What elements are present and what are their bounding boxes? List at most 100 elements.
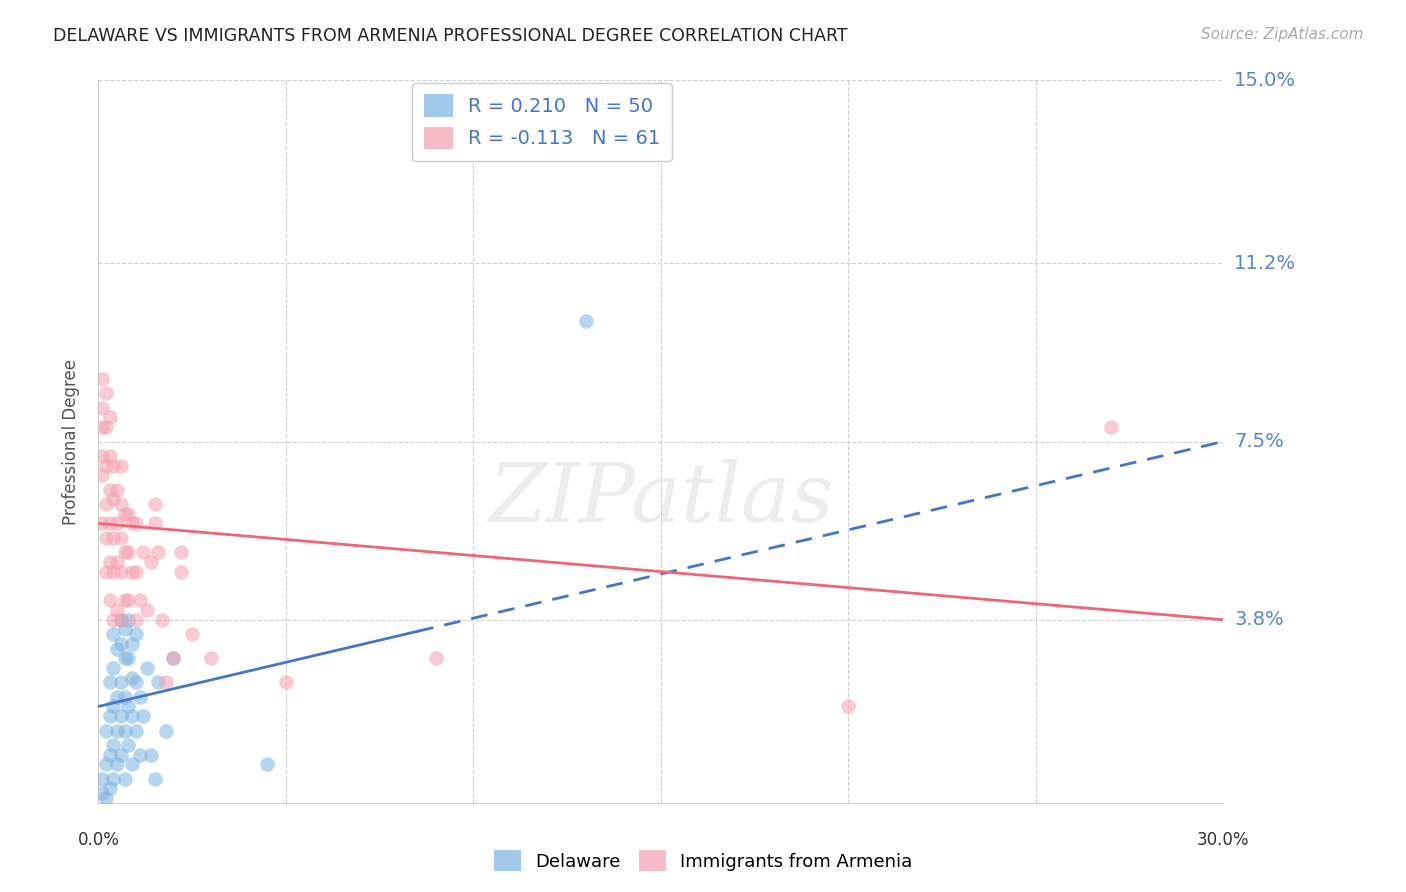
Point <box>121 671 143 685</box>
Point <box>91 401 114 415</box>
Point <box>170 545 193 559</box>
Point <box>136 661 159 675</box>
Point <box>103 531 125 545</box>
Point <box>170 565 193 579</box>
Text: Source: ZipAtlas.com: Source: ZipAtlas.com <box>1201 27 1364 42</box>
Point <box>114 690 136 704</box>
Point <box>181 627 204 641</box>
Point <box>105 641 128 656</box>
Point <box>91 372 114 386</box>
Point <box>103 613 125 627</box>
Point <box>121 709 143 723</box>
Point <box>143 497 166 511</box>
Y-axis label: Professional Degree: Professional Degree <box>62 359 80 524</box>
Point <box>98 516 121 531</box>
Point <box>117 613 139 627</box>
Point <box>91 449 114 463</box>
Point <box>110 747 132 762</box>
Point <box>105 603 128 617</box>
Point <box>91 516 114 531</box>
Text: 3.8%: 3.8% <box>1234 610 1284 629</box>
Point <box>128 690 150 704</box>
Point <box>155 675 177 690</box>
Point <box>103 458 125 473</box>
Point <box>91 420 114 434</box>
Point <box>114 593 136 607</box>
Point <box>94 386 117 401</box>
Point <box>114 651 136 665</box>
Legend: Delaware, Immigrants from Armenia: Delaware, Immigrants from Armenia <box>486 843 920 879</box>
Point <box>125 627 148 641</box>
Point <box>128 747 150 762</box>
Point <box>139 747 162 762</box>
Point <box>121 516 143 531</box>
Point <box>91 468 114 483</box>
Point <box>110 565 132 579</box>
Legend: R = 0.210   N = 50, R = -0.113   N = 61: R = 0.210 N = 50, R = -0.113 N = 61 <box>412 83 672 161</box>
Point <box>125 723 148 738</box>
Point <box>98 593 121 607</box>
Point <box>94 723 117 738</box>
Point <box>200 651 222 665</box>
Point <box>110 637 132 651</box>
Point <box>105 757 128 772</box>
Point <box>256 757 278 772</box>
Text: 30.0%: 30.0% <box>1197 830 1250 848</box>
Point <box>125 613 148 627</box>
Point <box>110 497 132 511</box>
Point <box>117 507 139 521</box>
Point <box>125 565 148 579</box>
Point <box>105 516 128 531</box>
Point <box>98 449 121 463</box>
Point <box>94 791 117 805</box>
Point <box>425 651 447 665</box>
Point <box>143 516 166 531</box>
Point <box>136 603 159 617</box>
Point <box>121 757 143 772</box>
Point <box>103 565 125 579</box>
Point <box>128 593 150 607</box>
Point <box>114 545 136 559</box>
Text: 11.2%: 11.2% <box>1234 254 1296 273</box>
Point <box>125 516 148 531</box>
Point <box>94 420 117 434</box>
Point <box>114 623 136 637</box>
Point <box>94 565 117 579</box>
Point <box>121 637 143 651</box>
Point <box>98 555 121 569</box>
Point <box>103 661 125 675</box>
Point <box>94 531 117 545</box>
Point <box>94 757 117 772</box>
Point <box>150 613 173 627</box>
Point <box>148 545 170 559</box>
Point <box>110 613 132 627</box>
Point <box>837 699 859 714</box>
Text: 0.0%: 0.0% <box>77 830 120 848</box>
Point <box>117 593 139 607</box>
Point <box>1099 420 1122 434</box>
Point <box>91 772 114 786</box>
Point <box>98 675 121 690</box>
Point <box>98 709 121 723</box>
Point <box>114 723 136 738</box>
Point <box>114 772 136 786</box>
Point <box>110 613 132 627</box>
Point <box>125 675 148 690</box>
Point <box>98 483 121 497</box>
Point <box>132 709 155 723</box>
Point <box>139 555 162 569</box>
Point <box>132 545 155 559</box>
Point <box>98 781 121 796</box>
Point <box>110 675 132 690</box>
Point <box>105 690 128 704</box>
Text: ZIPatlas: ZIPatlas <box>488 459 834 540</box>
Text: DELAWARE VS IMMIGRANTS FROM ARMENIA PROFESSIONAL DEGREE CORRELATION CHART: DELAWARE VS IMMIGRANTS FROM ARMENIA PROF… <box>53 27 848 45</box>
Point <box>274 675 297 690</box>
Point <box>103 699 125 714</box>
Point <box>105 483 128 497</box>
Point <box>162 651 184 665</box>
Point <box>98 410 121 425</box>
Point <box>94 458 117 473</box>
Point <box>117 651 139 665</box>
Point <box>94 497 117 511</box>
